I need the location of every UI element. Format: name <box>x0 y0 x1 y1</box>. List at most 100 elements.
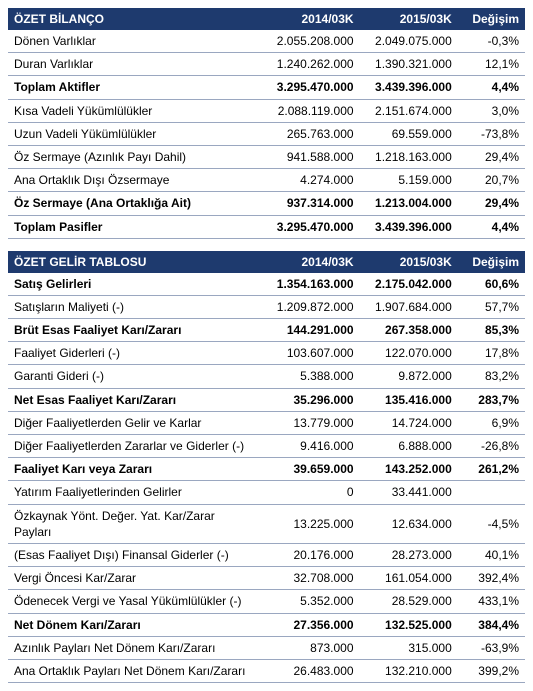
row-label: Özkaynak Yönt. Değer. Yat. Kar/Zarar Pay… <box>8 504 261 543</box>
row-label: Diğer Faaliyetlerden Zararlar ve Giderle… <box>8 435 261 458</box>
row-label: Diğer Faaliyetlerden Gelir ve Karlar <box>8 411 261 434</box>
table-row: Net Dönem Karı/Zararı27.356.000132.525.0… <box>8 613 525 636</box>
table-row: Net Esas Faaliyet Karı/Zararı35.296.0001… <box>8 388 525 411</box>
table-row: Ana Ortaklık Payları Net Dönem Karı/Zara… <box>8 659 525 682</box>
row-change: 399,2% <box>458 659 525 682</box>
row-change: 283,7% <box>458 388 525 411</box>
row-change: 12,1% <box>458 53 525 76</box>
row-value-1: 5.352.000 <box>261 590 359 613</box>
balance-sheet-table: ÖZET BİLANÇO2014/03K2015/03KDeğişimDönen… <box>8 8 525 239</box>
row-label: Öz Sermaye (Ana Ortaklığa Ait) <box>8 192 261 215</box>
row-change: 4,4% <box>458 215 525 238</box>
row-value-1: 4.274.000 <box>261 169 359 192</box>
table-row: Öz Sermaye (Ana Ortaklığa Ait)937.314.00… <box>8 192 525 215</box>
col-header-period1: 2014/03K <box>261 8 359 30</box>
table-row: Garanti Gideri (-)5.388.0009.872.00083,2… <box>8 365 525 388</box>
row-value-2: 143.252.000 <box>360 458 458 481</box>
col-header-period2: 2015/03K <box>360 8 458 30</box>
table-row: Öz Sermaye (Azınlık Payı Dahil)941.588.0… <box>8 145 525 168</box>
row-value-1: 39.659.000 <box>261 458 359 481</box>
row-change: 433,1% <box>458 590 525 613</box>
row-change: 85,3% <box>458 319 525 342</box>
row-change: 40,1% <box>458 543 525 566</box>
row-label: Net Esas Faaliyet Karı/Zararı <box>8 388 261 411</box>
row-value-1: 1.209.872.000 <box>261 295 359 318</box>
table-row: Ödenecek Vergi ve Yasal Yükümlülükler (-… <box>8 590 525 613</box>
row-label: Toplam Pasifler <box>8 215 261 238</box>
row-value-2: 132.525.000 <box>360 613 458 636</box>
row-label: Brüt Esas Faaliyet Karı/Zararı <box>8 319 261 342</box>
row-change: 57,7% <box>458 295 525 318</box>
row-value-1: 0 <box>261 481 359 504</box>
row-label: Azınlık Payları Net Dönem Karı/Zararı <box>8 636 261 659</box>
row-label: Ana Ortaklık Payları Net Dönem Karı/Zara… <box>8 659 261 682</box>
row-value-1: 20.176.000 <box>261 543 359 566</box>
row-change: -4,5% <box>458 504 525 543</box>
table-row: Dönen Varlıklar2.055.208.0002.049.075.00… <box>8 30 525 53</box>
row-value-1: 2.055.208.000 <box>261 30 359 53</box>
row-value-2: 1.213.004.000 <box>360 192 458 215</box>
table-row: Duran Varlıklar1.240.262.0001.390.321.00… <box>8 53 525 76</box>
row-value-2: 1.907.684.000 <box>360 295 458 318</box>
table-row: Yatırım Faaliyetlerinden Gelirler033.441… <box>8 481 525 504</box>
table-header-row: ÖZET BİLANÇO2014/03K2015/03KDeğişim <box>8 8 525 30</box>
table-row: Satış Gelirleri1.354.163.0002.175.042.00… <box>8 273 525 296</box>
table-row: Satışların Maliyeti (-)1.209.872.0001.90… <box>8 295 525 318</box>
row-value-2: 9.872.000 <box>360 365 458 388</box>
row-value-1: 35.296.000 <box>261 388 359 411</box>
row-label: Satışların Maliyeti (-) <box>8 295 261 318</box>
row-label: Ödenecek Vergi ve Yasal Yükümlülükler (-… <box>8 590 261 613</box>
table-row: Vergi Öncesi Kar/Zarar32.708.000161.054.… <box>8 567 525 590</box>
col-header-change: Değişim <box>458 8 525 30</box>
row-change: 392,4% <box>458 567 525 590</box>
row-value-1: 937.314.000 <box>261 192 359 215</box>
row-label: Dönen Varlıklar <box>8 30 261 53</box>
table-row: Brüt Esas Faaliyet Karı/Zararı144.291.00… <box>8 319 525 342</box>
row-value-1: 13.225.000 <box>261 504 359 543</box>
row-value-2: 1.390.321.000 <box>360 53 458 76</box>
row-value-1: 9.416.000 <box>261 435 359 458</box>
row-value-2: 69.559.000 <box>360 122 458 145</box>
row-value-2: 1.218.163.000 <box>360 145 458 168</box>
table-row: Faaliyet Giderleri (-)103.607.000122.070… <box>8 342 525 365</box>
row-change: 29,4% <box>458 192 525 215</box>
table-row: Kısa Vadeli Yükümlülükler2.088.119.0002.… <box>8 99 525 122</box>
row-label: Toplam Aktifler <box>8 76 261 99</box>
row-label: Faaliyet Giderleri (-) <box>8 342 261 365</box>
income-statement-table: ÖZET GELİR TABLOSU2014/03K2015/03KDeğişi… <box>8 251 525 683</box>
row-label: (Esas Faaliyet Dışı) Finansal Giderler (… <box>8 543 261 566</box>
row-value-2: 6.888.000 <box>360 435 458 458</box>
row-value-2: 5.159.000 <box>360 169 458 192</box>
row-value-2: 14.724.000 <box>360 411 458 434</box>
row-change: 4,4% <box>458 76 525 99</box>
row-label: Ana Ortaklık Dışı Özsermaye <box>8 169 261 192</box>
table-header-row: ÖZET GELİR TABLOSU2014/03K2015/03KDeğişi… <box>8 251 525 273</box>
row-change: 60,6% <box>458 273 525 296</box>
row-value-2: 135.416.000 <box>360 388 458 411</box>
col-header-period2: 2015/03K <box>360 251 458 273</box>
row-value-2: 2.175.042.000 <box>360 273 458 296</box>
table-row: Özkaynak Yönt. Değer. Yat. Kar/Zarar Pay… <box>8 504 525 543</box>
row-label: Net Dönem Karı/Zararı <box>8 613 261 636</box>
table-row: Toplam Aktifler3.295.470.0003.439.396.00… <box>8 76 525 99</box>
row-value-2: 2.049.075.000 <box>360 30 458 53</box>
row-label: Kısa Vadeli Yükümlülükler <box>8 99 261 122</box>
row-change: 29,4% <box>458 145 525 168</box>
table-title: ÖZET GELİR TABLOSU <box>8 251 261 273</box>
row-value-2: 3.439.396.000 <box>360 215 458 238</box>
row-value-1: 1.354.163.000 <box>261 273 359 296</box>
table-row: Diğer Faaliyetlerden Zararlar ve Giderle… <box>8 435 525 458</box>
row-value-2: 28.529.000 <box>360 590 458 613</box>
row-change <box>458 481 525 504</box>
col-header-change: Değişim <box>458 251 525 273</box>
table-row: Ana Ortaklık Dışı Özsermaye4.274.0005.15… <box>8 169 525 192</box>
row-value-2: 28.273.000 <box>360 543 458 566</box>
row-change: 83,2% <box>458 365 525 388</box>
row-value-2: 161.054.000 <box>360 567 458 590</box>
row-value-1: 27.356.000 <box>261 613 359 636</box>
row-change: -63,9% <box>458 636 525 659</box>
row-value-1: 941.588.000 <box>261 145 359 168</box>
table-row: (Esas Faaliyet Dışı) Finansal Giderler (… <box>8 543 525 566</box>
row-value-2: 267.358.000 <box>360 319 458 342</box>
row-value-1: 873.000 <box>261 636 359 659</box>
